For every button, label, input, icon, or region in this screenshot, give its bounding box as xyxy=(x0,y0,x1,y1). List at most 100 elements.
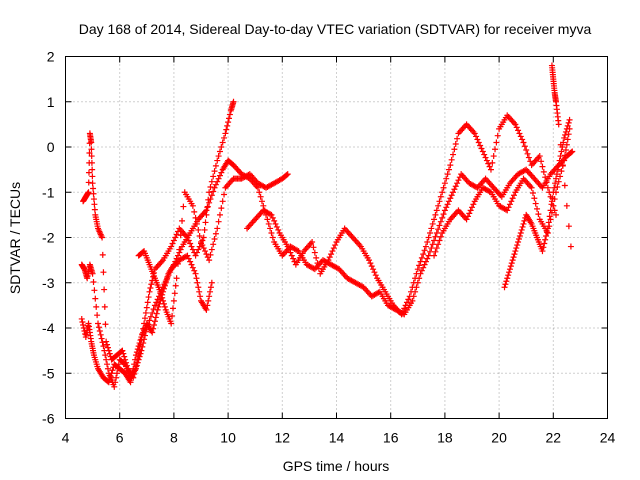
data-point xyxy=(160,297,167,304)
data-point xyxy=(90,190,97,197)
data-point xyxy=(218,144,225,150)
data-point xyxy=(137,350,144,357)
data-point xyxy=(196,232,203,239)
data-point xyxy=(224,122,231,129)
data-point xyxy=(191,267,198,274)
data-point xyxy=(519,223,526,230)
data-point xyxy=(195,246,202,253)
data-point xyxy=(149,329,156,336)
data-point xyxy=(315,265,322,272)
data-point xyxy=(444,171,451,178)
data-point xyxy=(92,295,99,302)
y-tick-label: 0 xyxy=(47,139,55,155)
data-point xyxy=(332,242,339,249)
data-point xyxy=(543,179,550,186)
data-point xyxy=(215,175,222,182)
data-point xyxy=(435,241,442,248)
data-point xyxy=(146,317,153,324)
data-point xyxy=(409,284,416,291)
data-point xyxy=(517,133,524,140)
data-point xyxy=(517,229,524,236)
data-point xyxy=(444,201,451,208)
data-point xyxy=(218,205,225,212)
data-point xyxy=(226,111,233,118)
data-point xyxy=(512,248,519,255)
data-point xyxy=(418,254,425,261)
data-point xyxy=(119,347,126,354)
data-point xyxy=(158,291,165,298)
data-point xyxy=(120,350,127,357)
data-point xyxy=(409,297,416,304)
data-point xyxy=(151,318,158,325)
data-point xyxy=(525,154,532,161)
data-point xyxy=(204,204,211,211)
data-point xyxy=(439,214,446,221)
data-point xyxy=(153,310,160,317)
x-tick-label: 4 xyxy=(62,430,70,446)
data-point xyxy=(90,185,97,192)
data-point xyxy=(98,335,105,342)
data-point xyxy=(191,208,198,215)
data-point xyxy=(504,207,511,214)
data-point xyxy=(431,237,438,244)
data-point xyxy=(85,169,92,176)
data-point xyxy=(142,309,149,316)
data-point xyxy=(151,321,158,328)
data-point xyxy=(549,195,556,202)
data-point xyxy=(192,252,199,259)
data-point xyxy=(187,240,194,247)
data-point xyxy=(562,147,569,154)
data-point xyxy=(200,234,207,241)
data-point xyxy=(410,279,417,286)
data-point xyxy=(265,220,272,227)
data-point xyxy=(422,243,429,250)
data-point xyxy=(216,148,223,155)
data-point xyxy=(520,139,527,146)
data-point xyxy=(211,168,218,175)
data-point xyxy=(452,183,459,190)
data-point xyxy=(311,249,318,256)
data-point xyxy=(368,263,375,270)
y-tick-label: -5 xyxy=(42,365,55,381)
data-point xyxy=(523,147,530,154)
data-point xyxy=(482,154,489,161)
data-point xyxy=(161,303,168,310)
data-point xyxy=(542,236,549,243)
data-point xyxy=(193,220,200,227)
data-point xyxy=(568,149,575,156)
data-point xyxy=(513,245,520,252)
data-point xyxy=(463,216,470,223)
data-point xyxy=(207,288,214,295)
data-point xyxy=(478,145,485,152)
data-point xyxy=(486,163,493,170)
data-point xyxy=(504,275,511,282)
data-point xyxy=(551,184,558,191)
data-point xyxy=(454,135,461,142)
sdtvar-track-g xyxy=(501,116,573,291)
data-point xyxy=(219,139,226,146)
data-point xyxy=(154,306,161,313)
data-point xyxy=(528,184,535,191)
data-point xyxy=(164,275,171,282)
data-point xyxy=(413,270,420,277)
data-point xyxy=(546,213,553,220)
data-point xyxy=(203,211,210,218)
data-point xyxy=(550,189,557,196)
data-point xyxy=(558,168,565,175)
data-point xyxy=(489,159,496,166)
data-point xyxy=(147,285,154,292)
data-point xyxy=(216,172,223,179)
data-point xyxy=(563,141,570,148)
data-point xyxy=(189,202,196,209)
data-point xyxy=(221,191,228,198)
data-point xyxy=(206,199,213,206)
data-point xyxy=(558,148,565,155)
data-point xyxy=(521,167,528,174)
data-point xyxy=(328,251,335,258)
data-point xyxy=(494,132,501,139)
data-point xyxy=(208,279,215,286)
data-point xyxy=(132,365,139,372)
data-point xyxy=(185,255,192,262)
data-point xyxy=(94,312,101,319)
data-points xyxy=(78,62,576,390)
